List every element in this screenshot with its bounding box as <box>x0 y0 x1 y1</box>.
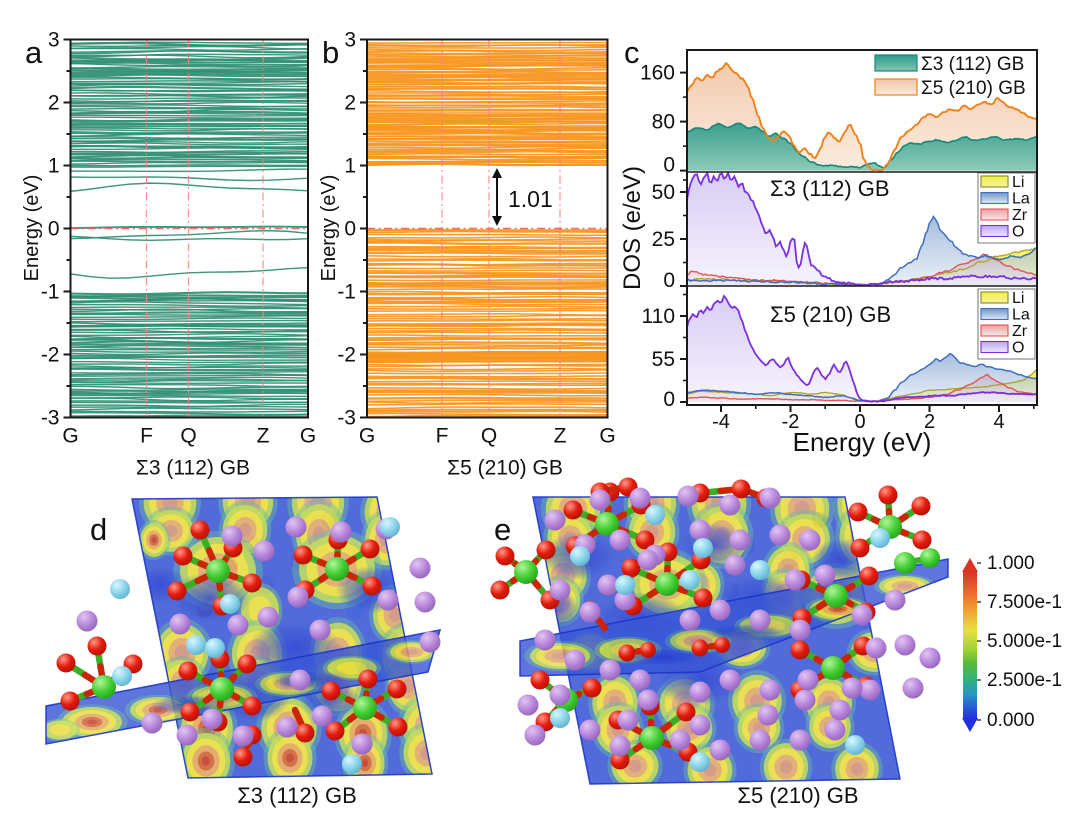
svg-text:O: O <box>1012 224 1024 241</box>
svg-text:7.500e-1: 7.500e-1 <box>987 592 1062 613</box>
svg-text:2: 2 <box>924 411 935 433</box>
svg-text:0: 0 <box>854 411 865 433</box>
svg-text:G: G <box>359 425 375 448</box>
svg-text:-2: -2 <box>337 344 356 367</box>
svg-text:1.000: 1.000 <box>987 553 1035 574</box>
svg-text:-2: -2 <box>782 411 800 433</box>
svg-text:5.000e-1: 5.000e-1 <box>987 631 1062 652</box>
svg-text:Energy (eV): Energy (eV) <box>318 175 340 282</box>
svg-text:110: 110 <box>642 305 675 328</box>
svg-text:DOS (e/eV): DOS (e/eV) <box>619 166 646 290</box>
svg-text:4: 4 <box>993 411 1004 433</box>
svg-text:Σ3 (112) GB: Σ3 (112) GB <box>921 54 1024 75</box>
svg-text:0: 0 <box>663 269 675 292</box>
svg-text:Q: Q <box>180 425 196 448</box>
svg-text:Li: Li <box>1012 290 1024 307</box>
svg-text:d: d <box>90 512 107 547</box>
svg-text:-3: -3 <box>337 407 356 430</box>
svg-text:Σ3 (112) GB: Σ3 (112) GB <box>136 457 250 480</box>
svg-text:Z: Z <box>257 425 270 448</box>
svg-text:G: G <box>62 425 78 448</box>
svg-text:80: 80 <box>652 111 675 134</box>
svg-text:G: G <box>300 425 316 448</box>
svg-text:-2: -2 <box>41 344 60 367</box>
svg-text:3: 3 <box>344 29 356 52</box>
svg-text:0: 0 <box>663 388 675 411</box>
svg-text:1.01: 1.01 <box>508 186 553 212</box>
svg-text:F: F <box>436 425 449 448</box>
svg-text:Σ3 (112) GB: Σ3 (112) GB <box>237 783 357 808</box>
svg-text:c: c <box>624 35 640 70</box>
svg-text:Energy (eV): Energy (eV) <box>21 175 43 282</box>
svg-text:2: 2 <box>48 92 60 115</box>
svg-text:1: 1 <box>48 155 60 178</box>
svg-text:Σ5 (210) GB: Σ5 (210) GB <box>770 302 891 327</box>
svg-text:La: La <box>1012 307 1030 324</box>
svg-text:2.500e-1: 2.500e-1 <box>987 670 1062 691</box>
svg-text:55: 55 <box>652 348 675 371</box>
svg-text:F: F <box>140 425 153 448</box>
svg-text:-1: -1 <box>41 281 60 304</box>
svg-text:Zr: Zr <box>1012 207 1028 224</box>
svg-text:La: La <box>1012 191 1030 208</box>
svg-text:Zr: Zr <box>1012 323 1028 340</box>
svg-text:a: a <box>25 35 43 70</box>
svg-text:0: 0 <box>344 218 356 241</box>
svg-text:2: 2 <box>344 92 356 115</box>
svg-text:-1: -1 <box>337 281 356 304</box>
svg-text:Z: Z <box>554 425 567 448</box>
svg-text:Σ3 (112) GB: Σ3 (112) GB <box>770 176 890 201</box>
svg-text:Li: Li <box>1012 174 1024 191</box>
svg-text:Energy (eV): Energy (eV) <box>793 427 932 457</box>
svg-text:-4: -4 <box>712 411 730 433</box>
svg-text:0.000: 0.000 <box>987 710 1035 731</box>
svg-text:0: 0 <box>663 154 675 177</box>
svg-text:b: b <box>322 35 339 70</box>
svg-text:e: e <box>494 512 511 547</box>
svg-text:Σ5 (210) GB: Σ5 (210) GB <box>447 457 563 480</box>
svg-text:1: 1 <box>344 155 356 178</box>
svg-text:Σ5 (210) GB: Σ5 (210) GB <box>921 78 1026 99</box>
svg-text:3: 3 <box>48 29 60 52</box>
svg-text:O: O <box>1012 340 1024 357</box>
svg-text:-3: -3 <box>41 407 60 430</box>
svg-text:Q: Q <box>481 425 497 448</box>
svg-text:Σ5 (210) GB: Σ5 (210) GB <box>737 783 858 808</box>
svg-text:25: 25 <box>652 228 675 251</box>
svg-text:G: G <box>599 425 615 448</box>
svg-text:160: 160 <box>640 62 675 85</box>
svg-text:0: 0 <box>48 218 60 241</box>
svg-text:50: 50 <box>652 181 675 204</box>
